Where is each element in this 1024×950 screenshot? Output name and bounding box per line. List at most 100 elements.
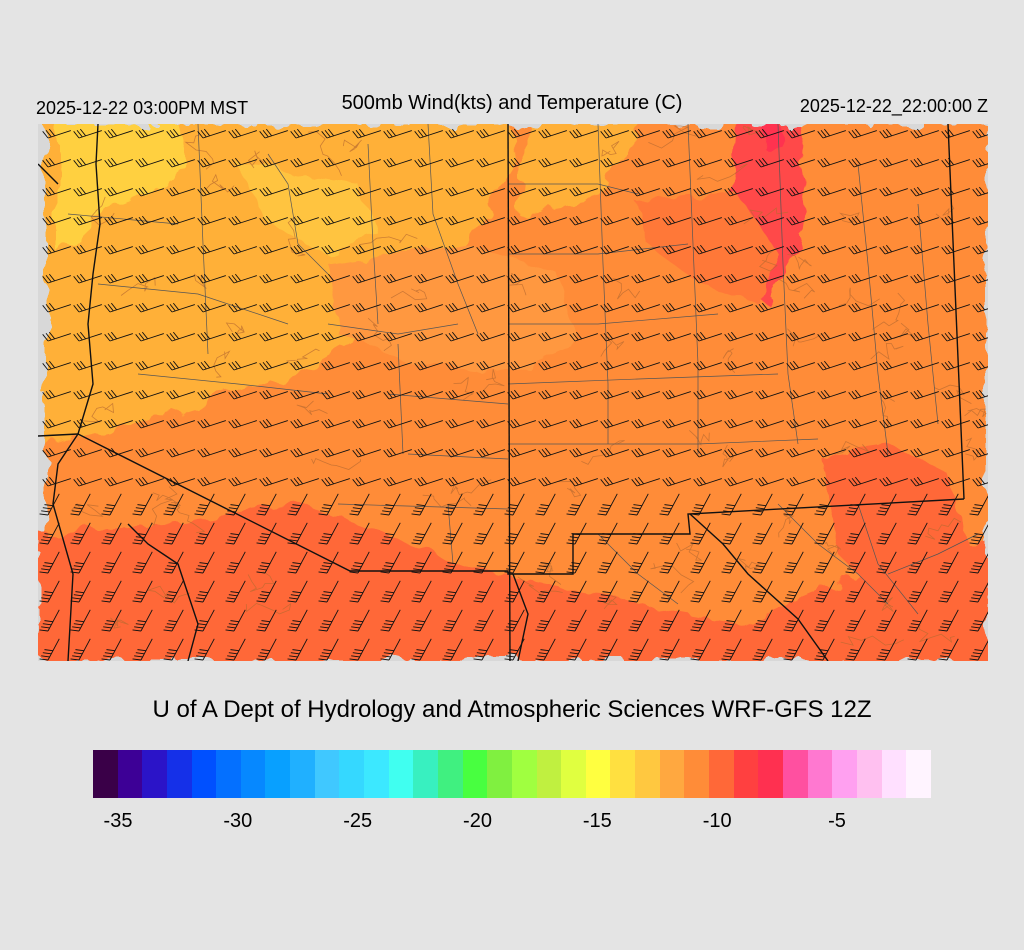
wind-barb [321,389,350,400]
wind-barb [845,638,866,661]
wind-barb [259,186,288,197]
wind-barb [101,522,122,545]
wind-barb [383,476,412,487]
wind-barb [70,638,91,661]
wind-barb [631,244,660,255]
wind-barb [321,186,350,197]
wind-barb [783,551,804,574]
colorbar-segment [585,750,611,798]
wind-barb [969,551,988,574]
wind-barb [659,522,680,545]
wind-barb [569,331,598,342]
wind-barb [259,418,288,429]
wind-barb [690,580,711,603]
wind-barb [473,493,494,516]
colorbar-segment [166,750,192,798]
wind-barb [256,580,277,603]
wind-barb [817,215,846,226]
wind-barb [600,389,629,400]
wind-barb [845,609,866,632]
wind-barb [287,522,308,545]
wind-barb [659,609,680,632]
wind-barb [817,331,846,342]
wind-barb [538,360,567,371]
wind-barb [228,331,257,342]
wind-barb [600,418,629,429]
wind-barb [101,551,122,574]
wind-barb [910,476,939,487]
wind-barb [166,302,195,313]
wind-barb [290,186,319,197]
wind-barb [442,638,463,661]
wind-barb [972,244,988,255]
wind-barb [693,244,722,255]
wind-barb [476,244,505,255]
colorbar-segment [487,750,512,798]
wind-barb [783,580,804,603]
wind-barb [693,447,722,458]
wind-barb [104,360,133,371]
wind-barb [690,493,711,516]
wind-barb [287,580,308,603]
wind-barb [349,493,370,516]
wind-barb [476,302,505,313]
wind-barb [352,447,381,458]
wind-barb [135,186,164,197]
wind-barb [631,273,660,284]
wind-barb [938,638,959,661]
wind-barb [411,551,432,574]
wind-barb [290,476,319,487]
wind-barb [724,476,753,487]
wind-barb [631,360,660,371]
wind-barb [197,273,226,284]
wind-barb [566,493,587,516]
wind-barb [411,638,432,661]
wind-barb [70,493,91,516]
colorbar-segment [807,750,833,798]
wind-barb [631,215,660,226]
wind-barb [194,551,215,574]
wind-barb [256,609,277,632]
wind-barb [73,273,102,284]
wind-barb [442,493,463,516]
wind-barb [631,447,660,458]
wind-barb [755,273,784,284]
wind-barb [972,215,988,226]
wind-barb [225,638,246,661]
wind-barb [225,609,246,632]
wind-barb [383,186,412,197]
wind-barb [600,186,629,197]
wind-barb [507,302,536,313]
wind-barb [321,331,350,342]
wind-barb [597,638,618,661]
wind-barb [876,580,897,603]
wind-barb [724,215,753,226]
wind-barb [507,360,536,371]
wind-barb [535,638,556,661]
wind-barb [318,580,339,603]
wind-barb [349,522,370,545]
wind-barb [907,638,928,661]
colorbar-segment [832,750,857,798]
wind-barb [135,157,164,168]
wind-barb [414,360,443,371]
wind-barb [445,273,474,284]
wind-barb [104,418,133,429]
wind-barb [411,580,432,603]
wind-barb [814,551,835,574]
wind-barb [972,128,988,139]
wind-barb [941,157,970,168]
wind-barb [566,638,587,661]
wind-barb [259,244,288,255]
wind-barb [755,215,784,226]
wind-barb [163,580,184,603]
wind-barb [476,360,505,371]
wind-barb [659,638,680,661]
wind-barb [411,522,432,545]
wind-barb [256,551,277,574]
wind-barb [321,128,350,139]
wind-barb [724,273,753,284]
wind-barb [662,418,691,429]
wind-barb [442,522,463,545]
wind-barb [104,157,133,168]
